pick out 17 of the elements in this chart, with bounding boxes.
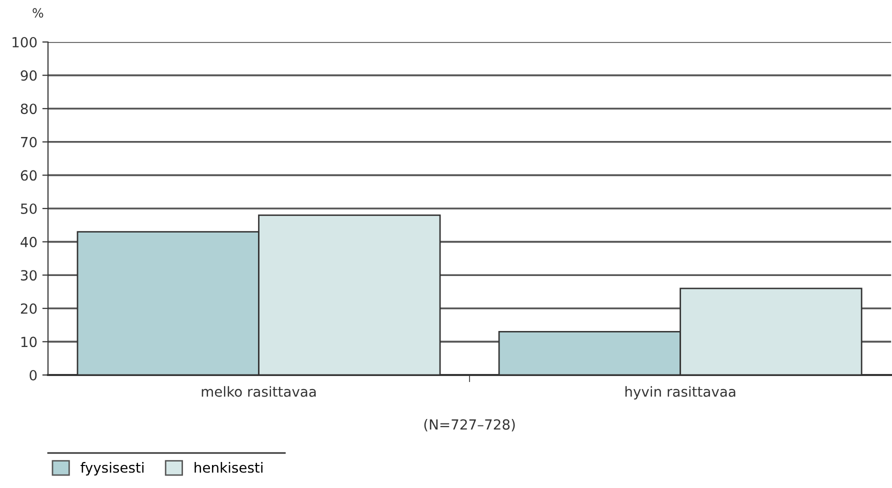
y-axis-title: % [32, 8, 44, 18]
y-tick-label: 100 [12, 36, 37, 48]
x-tick-label: hyvin rasittavaa [625, 386, 736, 400]
y-tick-label: 80 [20, 104, 37, 114]
y-tick-label: 90 [20, 70, 37, 81]
legend-label: henkisesti [194, 462, 262, 473]
y-tick-label: 60 [20, 170, 37, 181]
y-tick-label: 30 [20, 270, 37, 281]
y-tick-label: 20 [20, 303, 37, 314]
y-tick-label: 70 [21, 136, 37, 148]
x-axis-title: (N=727–728) [424, 419, 515, 432]
legend-label: fyysisesti [80, 462, 144, 476]
y-tick-label: 40 [20, 236, 37, 248]
y-tick-label: 0 [30, 370, 37, 380]
y-tick-label: 50 [20, 203, 37, 214]
y-tick-label: 10 [21, 336, 37, 348]
x-tick-label: melko rasittavaa [202, 386, 316, 397]
